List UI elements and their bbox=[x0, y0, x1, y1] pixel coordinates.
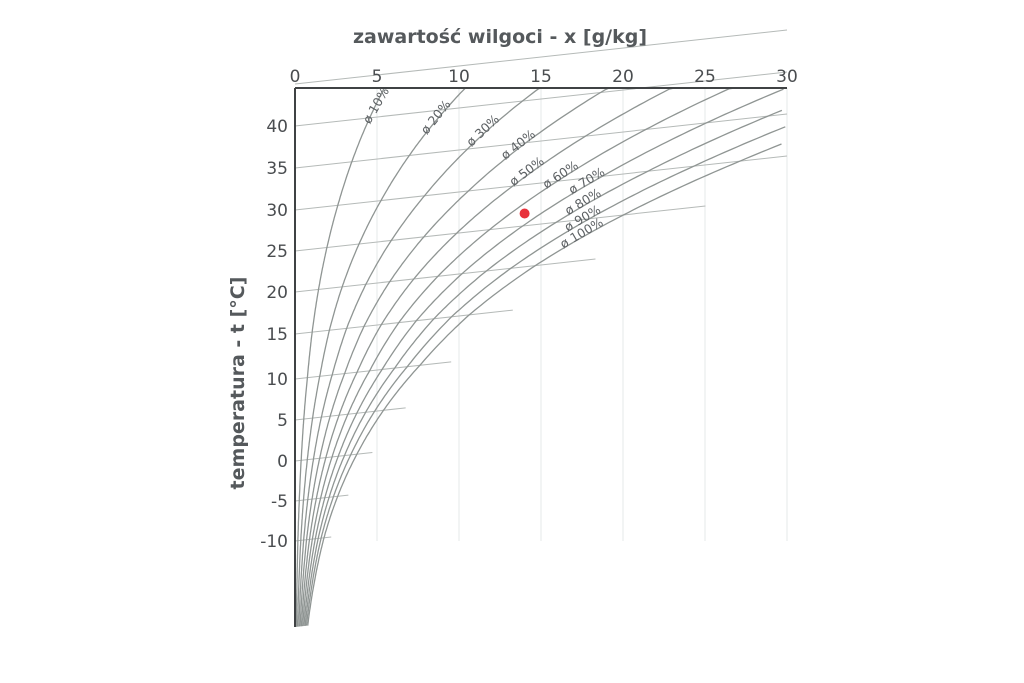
rh-curve-30 bbox=[298, 87, 542, 627]
rh-curve-100 bbox=[307, 143, 782, 626]
y-tick-35: 35 bbox=[266, 159, 288, 179]
state-point bbox=[519, 208, 530, 219]
y-tick-30: 30 bbox=[266, 201, 288, 221]
y-tick-10: 10 bbox=[266, 370, 288, 390]
rh-curve-labels: ø 10% ø 20% ø 30%ø 40%ø 50%ø 60%ø 70%ø 80%… bbox=[359, 84, 607, 251]
x-tick-20: 20 bbox=[612, 67, 634, 87]
y-tick-15: 15 bbox=[266, 325, 288, 345]
state-point-marker bbox=[519, 208, 530, 219]
isotherm-30 bbox=[294, 155, 788, 211]
isotherm-5 bbox=[294, 407, 406, 421]
isotherm-20 bbox=[294, 258, 596, 293]
rh-curve-60 bbox=[301, 87, 736, 627]
y-axis-title: temperatura - t [°C] bbox=[227, 277, 249, 490]
rh-curve-40 bbox=[299, 87, 610, 627]
y-tick-0: 0 bbox=[277, 452, 288, 472]
rh-curve-90 bbox=[305, 126, 786, 626]
x-tick-0: 0 bbox=[290, 67, 301, 87]
y-tick-labels: 40 35 30 25 20 15 10 5 0 -5 -10 bbox=[260, 117, 288, 552]
x-tick-25: 25 bbox=[694, 67, 716, 87]
y-tick-25: 25 bbox=[266, 242, 288, 262]
isotherm-25 bbox=[294, 205, 706, 252]
axes bbox=[294, 87, 787, 627]
isotherm-10 bbox=[294, 361, 452, 380]
isotherm-15 bbox=[294, 309, 513, 335]
y-tick-5: 5 bbox=[277, 411, 288, 431]
rh-label-10: ø 10% bbox=[359, 84, 392, 126]
rh-label-30: ø 30% bbox=[463, 111, 502, 149]
rh-curve-20 bbox=[296, 87, 468, 627]
rh-curves bbox=[295, 87, 786, 627]
rh-curve-50 bbox=[300, 87, 675, 627]
rh-curve-80 bbox=[304, 109, 783, 626]
grid bbox=[376, 88, 788, 541]
rh-label-20: ø 20% bbox=[417, 97, 453, 137]
x-axis-title: zawartość wilgoci - x [g/kg] bbox=[353, 26, 647, 48]
rh-curve-70 bbox=[303, 88, 784, 627]
y-tick--5: -5 bbox=[271, 492, 288, 512]
y-tick--10: -10 bbox=[260, 532, 288, 552]
y-tick-40: 40 bbox=[266, 117, 288, 137]
x-tick-15: 15 bbox=[530, 67, 552, 87]
isotherm-45 bbox=[294, 29, 788, 85]
x-tick-labels: 0 5 10 15 20 25 30 bbox=[290, 67, 798, 87]
rh-curve-10 bbox=[295, 87, 386, 627]
y-tick-20: 20 bbox=[266, 283, 288, 303]
x-tick-30: 30 bbox=[776, 67, 798, 87]
isotherm-40 bbox=[294, 71, 788, 127]
isotherm-lines bbox=[294, 29, 788, 542]
x-tick-10: 10 bbox=[448, 67, 470, 87]
x-tick-5: 5 bbox=[372, 67, 383, 87]
